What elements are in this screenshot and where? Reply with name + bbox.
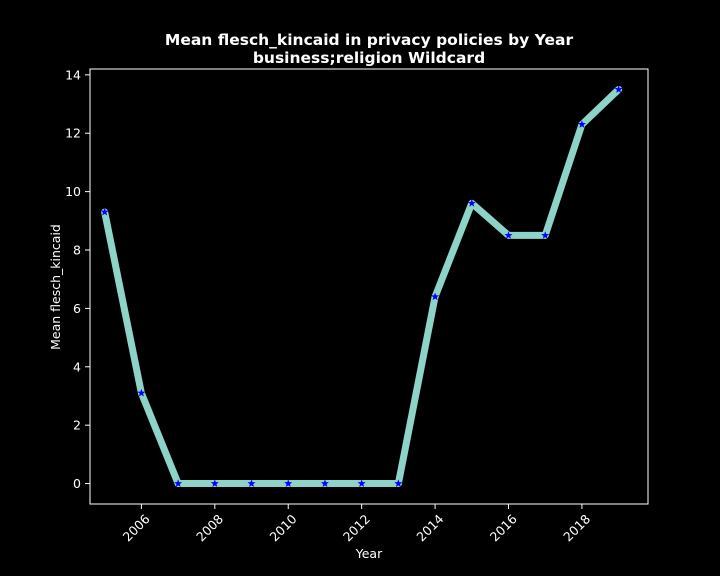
- y-tick-label: 4: [73, 359, 81, 374]
- chart-title: Mean flesch_kincaid in privacy policies …: [165, 31, 574, 49]
- chart-subtitle: business;religion Wildcard: [253, 49, 485, 67]
- data-point-marker: [541, 231, 550, 239]
- y-tick-label: 10: [65, 184, 81, 199]
- data-point-marker: [210, 479, 219, 487]
- data-point-marker: [137, 388, 146, 397]
- data-point-marker: [357, 479, 366, 487]
- data-point-marker: [320, 479, 329, 487]
- y-tick-label: 8: [73, 243, 81, 258]
- y-axis-label: Mean flesch_kincaid: [48, 224, 63, 350]
- x-tick-label: 2010: [267, 511, 300, 544]
- data-point-marker: [467, 199, 476, 207]
- x-tick-label: 2006: [120, 511, 153, 544]
- series-line: [101, 85, 623, 488]
- data-point-marker: [504, 231, 513, 239]
- y-axis: 0 2 4 6 8 10 12 14: [65, 67, 90, 491]
- data-point-marker: [284, 479, 293, 487]
- data-point-marker: [247, 479, 256, 487]
- y-tick-label: 0: [73, 476, 81, 491]
- x-tick-label: 2014: [413, 511, 446, 544]
- y-tick-label: 12: [65, 126, 81, 141]
- y-tick-label: 6: [73, 301, 81, 316]
- plot-area: [89, 68, 649, 505]
- y-tick-label: 2: [73, 418, 81, 433]
- data-point-marker: [431, 292, 440, 301]
- x-tick-label: 2018: [560, 511, 593, 544]
- x-axis: 2006 2008 2010 2012 2014 2016 2018: [120, 504, 593, 544]
- series-group: [100, 85, 623, 488]
- data-point-marker: [577, 120, 586, 128]
- data-point-marker: [394, 479, 403, 487]
- y-tick-label: 14: [65, 67, 81, 82]
- x-axis-label: Year: [355, 546, 383, 561]
- x-tick-label: 2016: [487, 511, 520, 544]
- data-point-marker: [174, 479, 183, 487]
- data-point-marker: [100, 207, 109, 216]
- x-tick-label: 2008: [193, 511, 226, 544]
- x-tick-label: 2012: [340, 511, 373, 544]
- data-point-marker: [614, 85, 623, 93]
